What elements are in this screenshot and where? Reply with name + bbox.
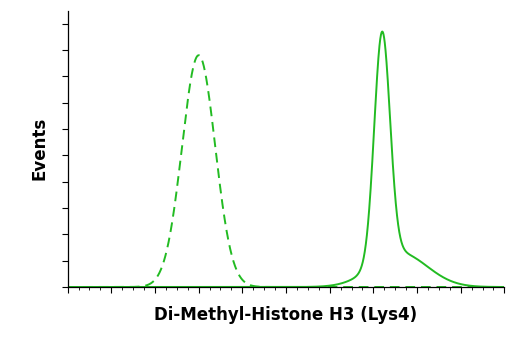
Y-axis label: Events: Events [31,117,49,180]
X-axis label: Di-Methyl-Histone H3 (Lys4): Di-Methyl-Histone H3 (Lys4) [154,306,418,324]
